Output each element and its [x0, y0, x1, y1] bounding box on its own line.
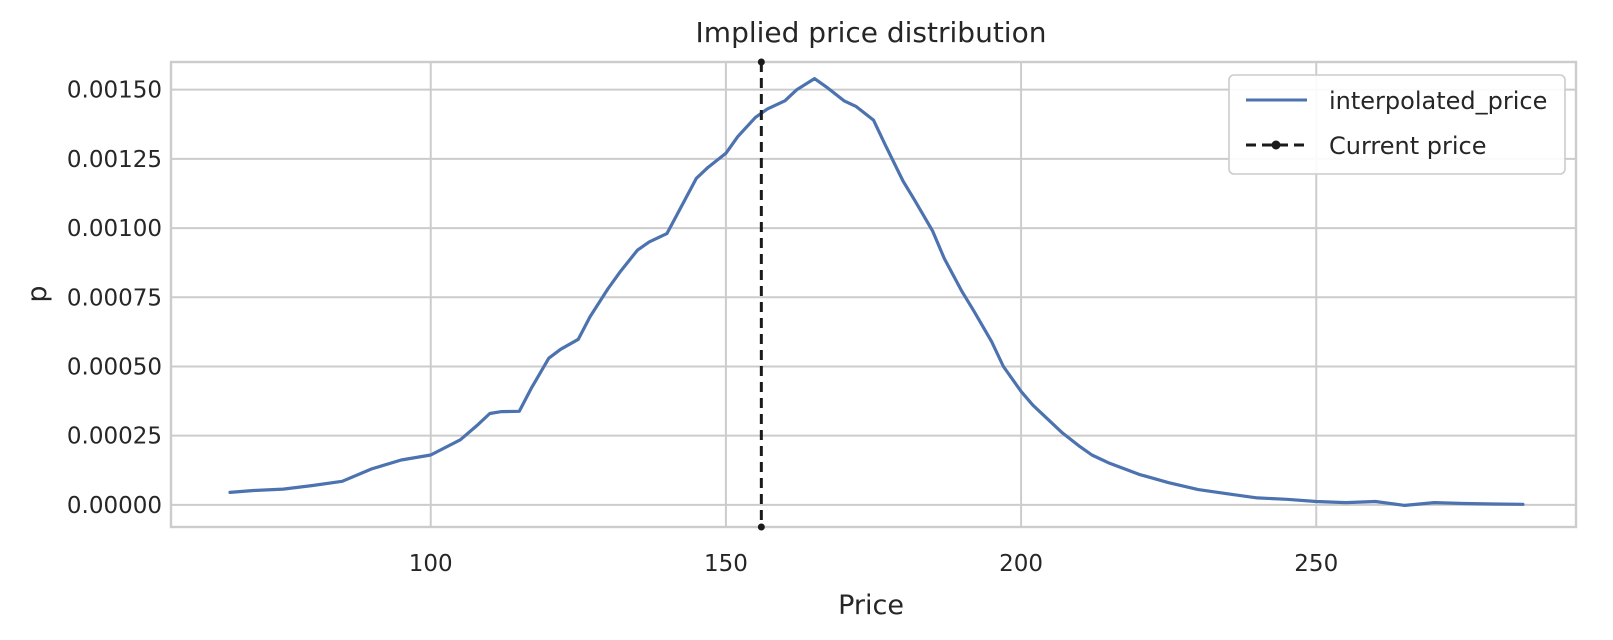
x-axis-ticks: 100 150 200 250	[409, 551, 1338, 577]
legend-marker-current-price	[1271, 140, 1281, 150]
current-price-marker-top	[757, 58, 765, 66]
x-axis-label: Price	[838, 590, 904, 621]
y-tick-label: 0.00025	[67, 424, 162, 450]
plot-area	[228, 58, 1525, 531]
y-tick-label: 0.00100	[67, 216, 162, 242]
y-tick-label: 0.00050	[67, 354, 162, 380]
legend-label-current-price: Current price	[1329, 132, 1487, 160]
series-line-interpolated-price	[228, 77, 1525, 507]
y-tick-label: 0.00075	[67, 285, 162, 311]
x-tick-label: 200	[999, 551, 1043, 577]
current-price-marker-bottom	[757, 523, 765, 531]
y-tick-label: 0.00125	[67, 147, 162, 173]
y-tick-label: 0.00150	[67, 78, 162, 104]
x-tick-label: 150	[704, 551, 748, 577]
y-axis-label: p	[22, 285, 53, 302]
x-tick-label: 250	[1294, 551, 1338, 577]
y-axis-ticks: 0.00000 0.00025 0.00050 0.00075 0.00100 0.001…	[67, 78, 162, 519]
legend-box	[1228, 74, 1566, 175]
legend: interpolated_price Current price	[1228, 74, 1566, 175]
plot-frame	[169, 60, 1578, 529]
legend-label-interpolated-price: interpolated_price	[1329, 87, 1547, 115]
x-tick-label: 100	[409, 551, 453, 577]
y-tick-label: 0.00000	[67, 493, 162, 519]
chart-title: Implied price distribution	[696, 16, 1047, 49]
